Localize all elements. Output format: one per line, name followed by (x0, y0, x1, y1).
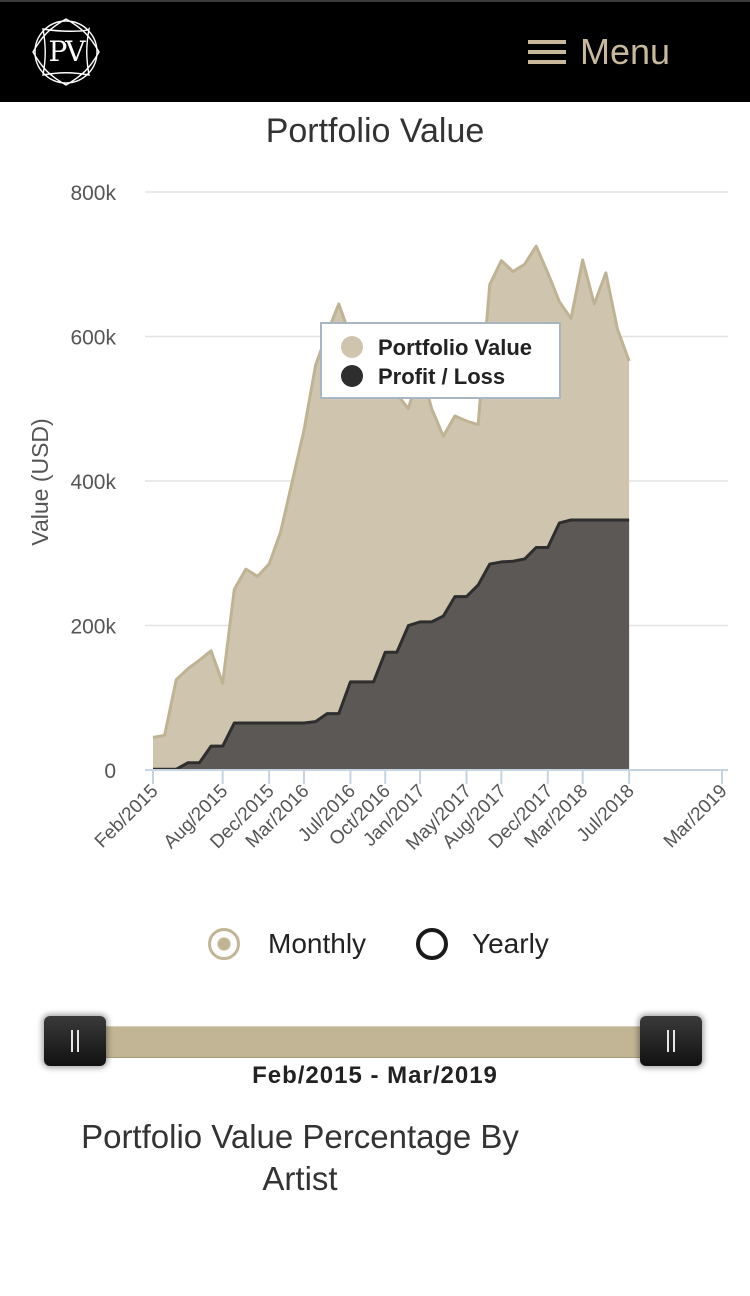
legend-swatch-portfolio-value (341, 336, 363, 358)
x-tick-label: Mar/2019 (660, 781, 732, 853)
top-nav-bar: PV Menu (0, 0, 750, 102)
y-axis-title: Value (USD) (27, 418, 53, 545)
range-slider-track[interactable] (104, 1026, 650, 1058)
date-range-label: Feb/2015 - Mar/2019 (252, 1062, 498, 1089)
period-toggle: Monthly Yearly (0, 920, 750, 966)
logo-text: PV (48, 35, 85, 68)
monthly-radio-circle[interactable] (208, 928, 240, 960)
monthly-radio[interactable]: Monthly (208, 928, 366, 960)
menu-label: Menu (580, 31, 671, 72)
series-area-profit-loss (153, 520, 630, 770)
chart-title: Portfolio Value (265, 112, 485, 150)
y-tick-label: 200k (70, 616, 116, 639)
logo-emblem-icon (32, 18, 100, 86)
legend-swatch-profit-loss (341, 365, 363, 387)
legend-label-portfolio-value: Portfolio Value (378, 335, 532, 360)
chart-legend: Portfolio Value Profit / Loss (320, 322, 561, 399)
y-tick-label: 400k (70, 471, 116, 494)
pv-logo[interactable]: PV (30, 16, 102, 88)
hamburger-icon (528, 40, 566, 64)
y-tick-label: 600k (70, 327, 116, 350)
menu-button[interactable]: Menu (528, 28, 688, 76)
portfolio-value-chart[interactable]: 0200k400k600k800kFeb/2015Aug/2015Dec/201… (0, 160, 750, 890)
monthly-label: Monthly (268, 928, 367, 959)
legend-box (320, 322, 561, 399)
range-start-handle[interactable] (44, 1016, 106, 1066)
yearly-label: Yearly (472, 928, 549, 959)
range-end-handle[interactable] (640, 1016, 702, 1066)
yearly-radio[interactable]: Yearly (416, 928, 549, 960)
legend-label-profit-loss: Profit / Loss (378, 364, 505, 389)
date-range-slider[interactable] (44, 1014, 706, 1070)
series-line-profit-loss (153, 518, 630, 771)
yearly-radio-circle[interactable] (416, 928, 448, 960)
y-tick-label: 800k (70, 182, 116, 205)
x-tick-label: Feb/2015 (91, 781, 163, 853)
artist-percentage-title: Portfolio Value Percentage By Artist (81, 1118, 519, 1197)
y-tick-label: 0 (104, 760, 116, 783)
